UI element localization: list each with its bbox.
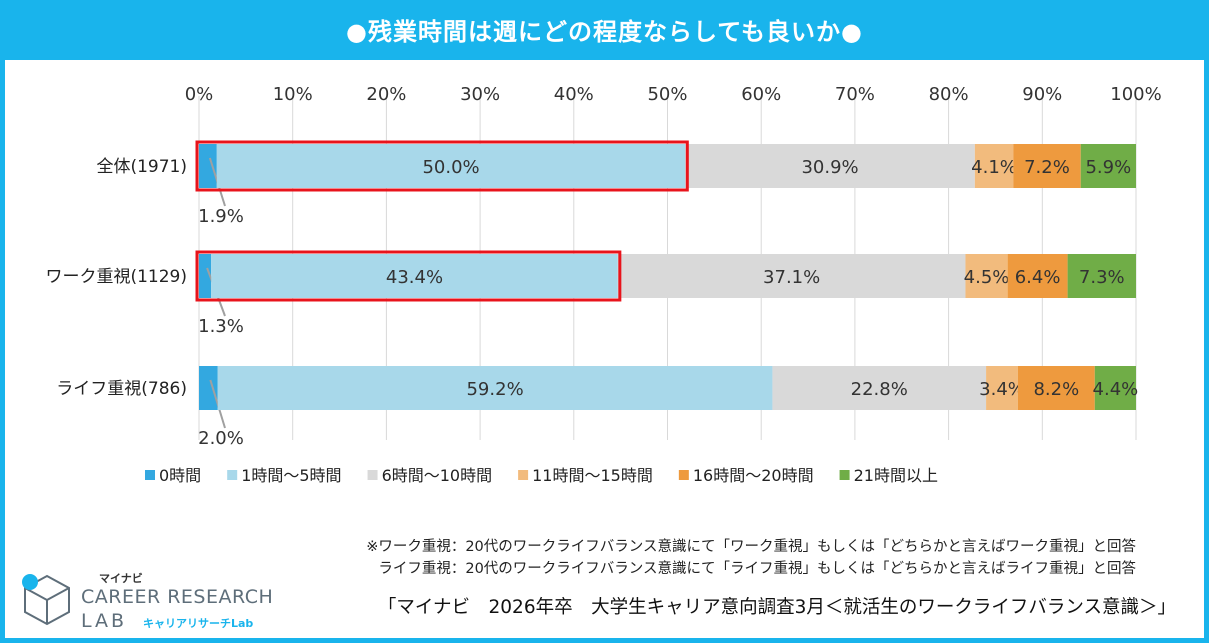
- data-label: 59.2%: [466, 379, 523, 400]
- x-tick-label: 60%: [741, 84, 781, 105]
- bar-segment: [217, 366, 773, 410]
- data-label: 3.4%: [979, 379, 1025, 400]
- data-label: 4.5%: [964, 267, 1010, 288]
- highlight-box: [195, 250, 622, 302]
- category-label: ライフ重視(786): [56, 379, 187, 399]
- x-tick-label: 10%: [273, 84, 313, 105]
- x-tick-label: 70%: [835, 84, 875, 105]
- bar-segment: [685, 144, 975, 188]
- legend-label: 11時間～15時間: [532, 466, 653, 485]
- bar-segment: [974, 144, 1014, 188]
- legend-swatch: [678, 470, 689, 480]
- stacked-bar-chart: 0% 10% 20% 30% 40% 50% 60% 70% 80% 90% 100% 全体(1971…: [45, 84, 1161, 485]
- bar-segment: [1017, 366, 1095, 410]
- data-label: 7.3%: [1079, 267, 1125, 288]
- bar-segment: [965, 254, 1008, 298]
- highlight-box: [195, 140, 689, 192]
- legend-swatch: [227, 470, 238, 480]
- data-label: 2.0%: [198, 428, 244, 449]
- chart-panel: 0% 10% 20% 30% 40% 50% 60% 70% 80% 90% 100% 全体(1971…: [5, 60, 1204, 638]
- legend-swatch: [518, 470, 529, 480]
- data-label: 4.1%: [971, 157, 1017, 178]
- bar-segment: [199, 366, 218, 410]
- x-tick-label: 100%: [1110, 84, 1161, 105]
- legend-label: 21時間以上: [854, 466, 938, 485]
- data-label: 6.4%: [1015, 267, 1061, 288]
- legend-label: 6時間～10時間: [382, 466, 493, 485]
- data-label: 43.4%: [386, 267, 443, 288]
- category-label: 全体(1971): [96, 157, 187, 177]
- x-tick-label: 40%: [554, 84, 594, 105]
- data-label: 22.8%: [851, 379, 908, 400]
- chart-title: ●残業時間は週にどの程度ならしても良いか●: [346, 17, 863, 46]
- note-work: ※ワーク重視：20代のワークライフバランス意識にて「ワーク重視」もしくは「どちら…: [366, 539, 1136, 555]
- x-tick-label: 90%: [1022, 84, 1062, 105]
- data-label: 1.9%: [198, 206, 244, 227]
- bar-segment: [199, 254, 212, 298]
- legend-label: 16時間～20時間: [693, 466, 814, 485]
- bar-segment: [211, 254, 618, 298]
- bar-segment: [986, 366, 1018, 410]
- legend-label: 0時間: [159, 466, 201, 485]
- source-citation: 「マイナビ 2026年卒 大学生キャリア意向調査3月＜就活生のワークライフバラン…: [377, 597, 1176, 618]
- bar-segment: [216, 144, 686, 188]
- bar-segment: [199, 144, 217, 188]
- bar-segment: [1067, 254, 1136, 298]
- x-tick-label: 80%: [929, 84, 969, 105]
- x-tick-label: 20%: [366, 84, 406, 105]
- data-label: 37.1%: [763, 267, 820, 288]
- logo-text-main: CAREER RESEARCH: [81, 586, 274, 608]
- legend-swatch: [367, 470, 378, 480]
- legend-label: 1時間～5時間: [241, 466, 341, 485]
- x-tick-label: 50%: [647, 84, 687, 105]
- data-label: 30.9%: [801, 157, 858, 178]
- bar-segment: [1080, 144, 1136, 188]
- legend-swatch: [839, 470, 850, 480]
- x-tick-label: 0%: [185, 84, 214, 105]
- data-label: 50.0%: [422, 157, 479, 178]
- logo-cube-icon: [22, 574, 70, 626]
- data-label: 5.9%: [1085, 157, 1131, 178]
- bar-segment: [772, 366, 987, 410]
- data-label: 7.2%: [1024, 157, 1070, 178]
- logo: マイナビ CAREER RESEARCH LAB キャリアリサーチLab: [17, 566, 317, 636]
- legend-swatch: [145, 470, 155, 480]
- x-tick-label: 30%: [460, 84, 500, 105]
- category-label: ワーク重視(1129): [45, 267, 187, 287]
- logo-text-sub: キャリアリサーチLab: [143, 617, 254, 630]
- logo-text-lab: LAB: [81, 610, 128, 632]
- bar-segment: [1094, 366, 1136, 410]
- data-label: 4.4%: [1093, 379, 1139, 400]
- bar-segment: [1007, 254, 1068, 298]
- leader-line: [209, 379, 226, 429]
- data-label: 8.2%: [1033, 379, 1079, 400]
- bar-segment: [1013, 144, 1081, 188]
- data-label: 1.3%: [198, 316, 244, 337]
- logo-text-small: マイナビ: [99, 572, 143, 585]
- note-life: ライフ重視：20代のワークライフバランス意識にて「ライフ重視」もしくは「どちらか…: [378, 561, 1136, 577]
- bar-segment: [617, 254, 966, 298]
